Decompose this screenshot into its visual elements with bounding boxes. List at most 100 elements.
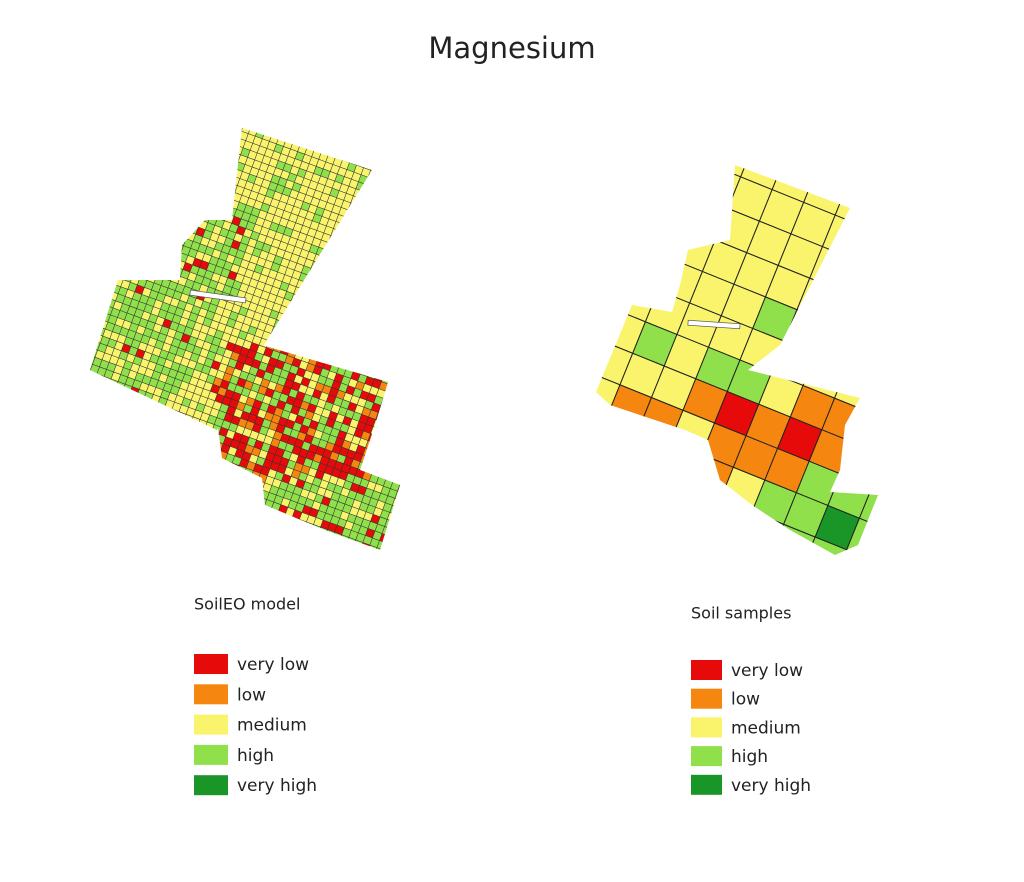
model-cell bbox=[265, 539, 276, 550]
model-cell bbox=[275, 335, 286, 347]
model-cell bbox=[130, 187, 141, 198]
model-cell bbox=[106, 449, 117, 461]
sample-cell bbox=[644, 472, 690, 519]
model-cell bbox=[127, 457, 138, 468]
model-cell bbox=[183, 150, 194, 161]
model-cell bbox=[404, 510, 414, 520]
model-cell bbox=[155, 467, 166, 479]
model-cell bbox=[186, 535, 198, 546]
model-cell bbox=[386, 184, 397, 195]
model-cell bbox=[392, 210, 400, 222]
model-cell bbox=[149, 154, 161, 165]
sample-cell bbox=[596, 50, 640, 94]
model-cell bbox=[362, 271, 373, 283]
model-cell bbox=[391, 521, 400, 532]
model-cell bbox=[268, 333, 279, 344]
model-cell bbox=[112, 412, 123, 423]
model-cell bbox=[237, 505, 248, 516]
model-cell bbox=[90, 283, 98, 294]
model-cell bbox=[90, 432, 91, 443]
legend-label: medium bbox=[237, 716, 307, 736]
sample-cell bbox=[892, 316, 936, 360]
model-cell bbox=[396, 244, 400, 255]
model-cell bbox=[130, 426, 141, 438]
model-cell bbox=[78, 440, 88, 450]
model-cell bbox=[97, 167, 108, 178]
model-cell bbox=[399, 149, 400, 160]
model-cell bbox=[355, 118, 365, 128]
legend-label: low bbox=[731, 690, 760, 710]
model-cell bbox=[129, 210, 140, 222]
model-cell bbox=[198, 196, 209, 207]
sample-cell bbox=[596, 327, 602, 373]
model-cell bbox=[169, 128, 181, 133]
sample-cell bbox=[886, 241, 930, 285]
model-cell bbox=[390, 545, 400, 550]
sample-cell bbox=[430, 460, 474, 504]
model-cell bbox=[112, 212, 123, 224]
model-cell bbox=[359, 214, 370, 226]
model-cell bbox=[135, 412, 146, 423]
model-cell bbox=[215, 457, 226, 468]
model-cell bbox=[129, 474, 140, 485]
model-cell bbox=[369, 449, 380, 461]
model-cell bbox=[383, 367, 394, 378]
sample-cell bbox=[437, 353, 481, 397]
sample-cell bbox=[399, 447, 443, 491]
model-cell bbox=[90, 475, 100, 486]
model-cell bbox=[76, 335, 86, 345]
sample-cell bbox=[948, 449, 992, 493]
model-cell bbox=[139, 533, 150, 545]
model-cell bbox=[360, 342, 371, 354]
model-cell bbox=[282, 338, 293, 349]
model-cell bbox=[126, 504, 137, 516]
sample-cell bbox=[449, 504, 493, 548]
sample-cell bbox=[891, 499, 935, 543]
model-cell bbox=[306, 139, 318, 151]
model-cell bbox=[97, 143, 109, 154]
model-cell bbox=[368, 321, 379, 333]
model-cell bbox=[126, 481, 137, 492]
sample-cell bbox=[625, 245, 672, 291]
model-cell bbox=[177, 515, 189, 527]
model-cell bbox=[365, 264, 376, 275]
model-cell bbox=[201, 428, 212, 439]
model-cell bbox=[365, 176, 376, 188]
model-cell bbox=[154, 427, 165, 438]
model-cell bbox=[90, 256, 91, 268]
model-cell bbox=[161, 166, 172, 177]
model-cell bbox=[142, 503, 154, 514]
model-cell bbox=[103, 281, 114, 292]
model-cell bbox=[156, 508, 168, 519]
model-cell bbox=[379, 333, 391, 345]
model-cell bbox=[293, 549, 304, 550]
model-cell bbox=[384, 167, 395, 179]
model-cell bbox=[324, 289, 335, 300]
sample-cell bbox=[475, 258, 519, 302]
model-cell bbox=[403, 207, 413, 217]
model-cell bbox=[381, 350, 393, 361]
model-cell bbox=[171, 249, 182, 261]
model-cell bbox=[358, 326, 369, 337]
model-cell bbox=[127, 194, 138, 205]
model-cell bbox=[122, 128, 133, 131]
model-cell bbox=[348, 266, 359, 277]
model-cell bbox=[141, 199, 152, 210]
model-cell bbox=[401, 430, 411, 440]
model-cell bbox=[167, 456, 179, 467]
sample-cell bbox=[607, 568, 651, 612]
model-cell bbox=[122, 447, 134, 459]
model-cell bbox=[139, 270, 150, 281]
model-cell bbox=[184, 454, 195, 465]
model-cell bbox=[296, 343, 307, 354]
model-cell bbox=[149, 553, 159, 563]
model-cell bbox=[356, 245, 367, 256]
model-cell bbox=[225, 166, 236, 177]
model-cell bbox=[104, 257, 115, 268]
model-cell bbox=[222, 173, 234, 184]
model-cell bbox=[238, 546, 250, 550]
model-cell bbox=[229, 526, 241, 538]
model-cell bbox=[174, 482, 185, 493]
model-cell bbox=[354, 316, 365, 327]
model-cell bbox=[290, 128, 302, 129]
